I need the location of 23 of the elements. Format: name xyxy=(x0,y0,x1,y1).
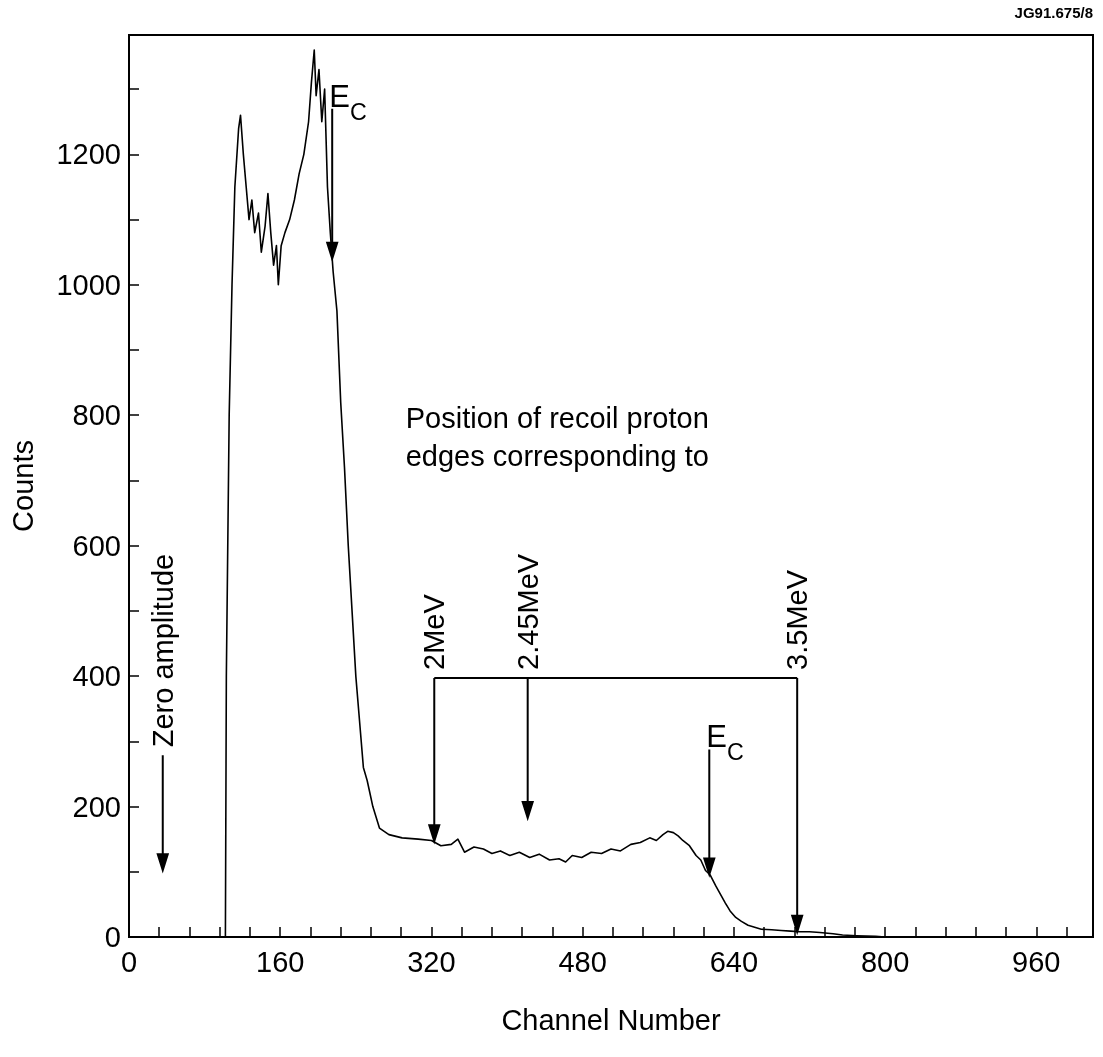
text: JG91.675/8 xyxy=(1014,4,1093,21)
y-tick-label: 600 xyxy=(72,529,121,562)
x-tick-label: 320 xyxy=(407,945,456,978)
y-tick-label: 1000 xyxy=(56,268,121,301)
annotation: Position of recoil proton edges corresponding to xyxy=(405,401,710,474)
annotation: 2.45MeV xyxy=(511,553,544,670)
x-tick-label: 480 xyxy=(558,945,607,978)
x-tick-label: 160 xyxy=(256,945,305,978)
x-tick-label: 960 xyxy=(1012,945,1061,978)
x-axis-title: Channel Number xyxy=(501,1003,721,1036)
annotation: E$_{C}$ xyxy=(329,78,367,125)
annotation: Zero amplitude xyxy=(146,553,179,748)
x-tick-label: 800 xyxy=(860,945,910,978)
annotation: E$_{C}$ xyxy=(706,719,744,766)
y-tick-label: 800 xyxy=(72,399,121,432)
y-tick-label: 400 xyxy=(72,660,121,693)
y-tick-label: 200 xyxy=(72,790,121,823)
y-tick-label: 0 xyxy=(104,921,121,953)
annotation: 3.5MeV xyxy=(781,569,814,670)
y-axis-title: Counts xyxy=(6,440,39,532)
annotation: 2MeV xyxy=(418,593,451,670)
y-tick-label: 1200 xyxy=(56,138,121,171)
x-tick-label: 640 xyxy=(709,945,759,978)
